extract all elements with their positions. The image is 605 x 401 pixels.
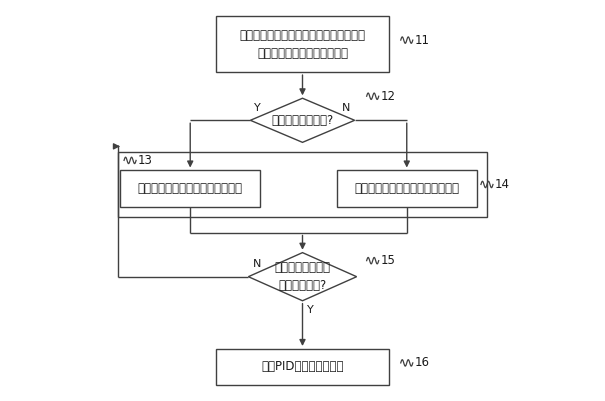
Text: 执行PID调阀的控制过程: 执行PID调阀的控制过程 (261, 360, 344, 373)
Bar (336, 170, 477, 207)
Bar (118, 152, 487, 217)
Text: 控制电子膨胀阀的开度为初始开度: 控制电子膨胀阀的开度为初始开度 (138, 182, 243, 195)
Bar (216, 349, 389, 385)
Text: 12: 12 (381, 90, 396, 103)
Text: 压缩机启动运行，获取压缩机的实际运行
频率，与设定运行频率作比较: 压缩机启动运行，获取压缩机的实际运行 频率，与设定运行频率作比较 (240, 28, 365, 60)
Text: 运行时间达到设定
初始运行时间?: 运行时间达到设定 初始运行时间? (275, 261, 330, 292)
Text: 11: 11 (415, 34, 430, 47)
Bar (216, 16, 389, 72)
Text: Y: Y (254, 103, 261, 113)
Bar (120, 170, 260, 207)
Text: 小于设定运行频率?: 小于设定运行频率? (272, 114, 333, 127)
Text: 14: 14 (495, 178, 510, 191)
Text: Y: Y (307, 305, 313, 315)
Text: 16: 16 (415, 356, 430, 369)
Text: 执行初始运行阶段调阀的控制过程: 执行初始运行阶段调阀的控制过程 (355, 182, 459, 195)
Text: N: N (342, 103, 351, 113)
Polygon shape (249, 253, 356, 301)
Polygon shape (250, 98, 355, 142)
Text: 15: 15 (381, 254, 396, 267)
Text: 13: 13 (138, 154, 153, 167)
Text: N: N (252, 259, 261, 269)
